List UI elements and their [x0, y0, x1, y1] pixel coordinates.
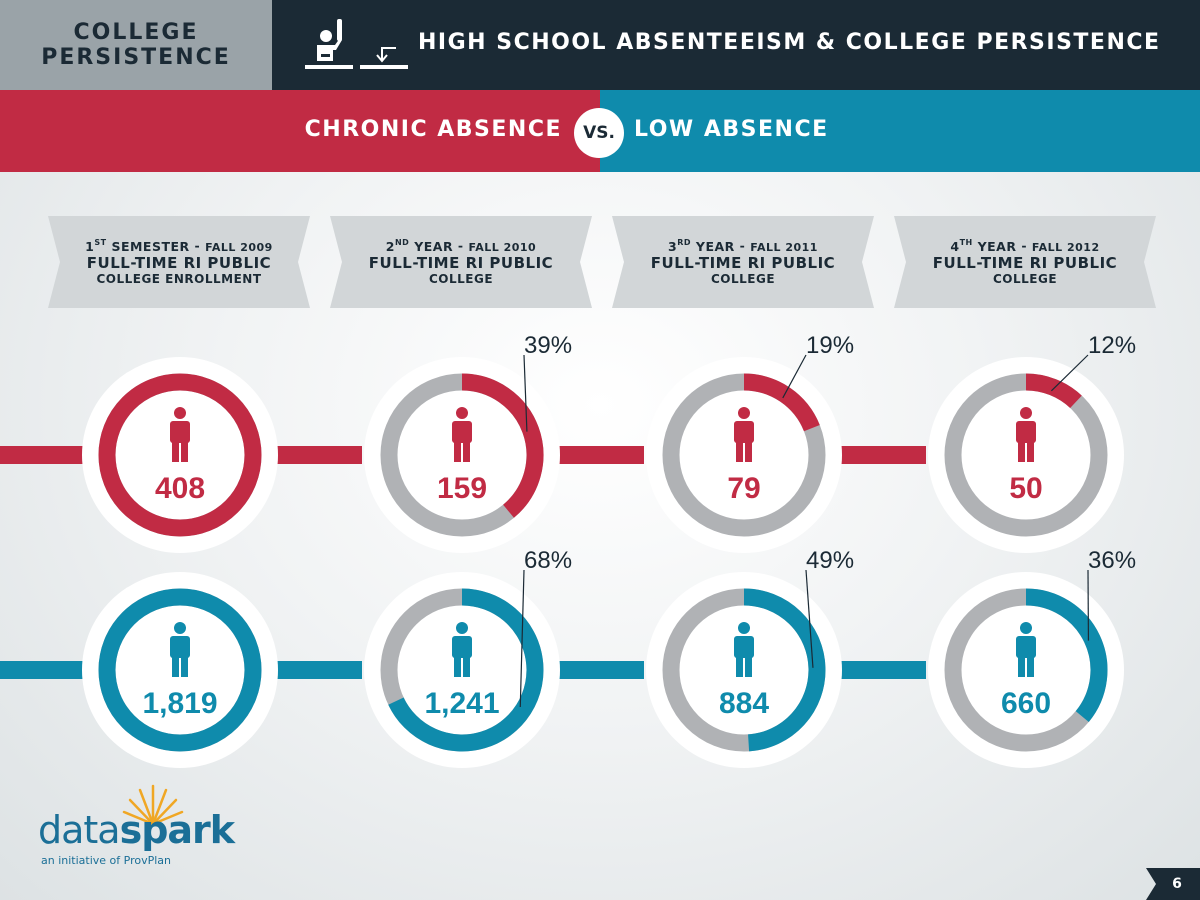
comparison-bar: CHRONIC ABSENCE VS. LOW ABSENCE	[0, 90, 1200, 172]
stage-name: YEAR	[414, 238, 454, 254]
count-label: 408	[155, 472, 205, 505]
person-icon	[452, 407, 472, 462]
logo-tagline: an initiative of ProvPlan	[41, 854, 172, 867]
chronic-absence-band	[0, 90, 600, 172]
donut-segment	[1025, 588, 1108, 722]
donut-segment	[461, 373, 544, 518]
person-icon	[170, 407, 190, 462]
count-label: 660	[1001, 687, 1051, 720]
callout-leader	[782, 354, 807, 399]
section-label-line2: PERSISTENCE	[41, 45, 231, 70]
connector-bar	[840, 661, 926, 679]
stage-ordinal: 2	[385, 238, 395, 254]
stage-ordinal-suffix: TH	[959, 238, 973, 248]
vs-badge: VS.	[574, 108, 624, 158]
stage-line3: COLLEGE ENROLLMENT	[96, 271, 262, 286]
stage-name: YEAR	[977, 238, 1017, 254]
count-label: 50	[1009, 472, 1042, 505]
person-icon	[1016, 407, 1036, 462]
donut-segment	[388, 588, 544, 752]
stage-banner-4: 4TH YEAR - FALL 2012 FULL-TIME RI PUBLIC…	[894, 216, 1156, 308]
logo-word-light: data	[38, 808, 121, 852]
stage-name: SEMESTER	[111, 238, 190, 254]
stage-ordinal-suffix: ST	[94, 238, 107, 248]
percent-label: 39%	[524, 332, 572, 359]
stage-line3: COLLEGE	[428, 271, 494, 286]
donut-segment	[98, 373, 262, 537]
person-icon	[1016, 622, 1036, 677]
logo-word-bold: spark	[119, 808, 235, 852]
stage-line2: FULL-TIME RI PUBLIC	[650, 253, 836, 272]
top-bar: COLLEGE PERSISTENCE HIGH SCHOOL ABSENTEE…	[0, 0, 1200, 90]
stage-banner-3: 3RD YEAR - FALL 2011 FULL-TIME RI PUBLIC…	[612, 216, 874, 308]
stage-line2: FULL-TIME RI PUBLIC	[86, 253, 272, 272]
person-icon	[452, 622, 472, 677]
connector-bar	[840, 446, 926, 464]
page-title: HIGH SCHOOL ABSENTEEISM & COLLEGE PERSIS…	[418, 30, 1161, 55]
connector-bar	[558, 661, 644, 679]
percent-label: 49%	[806, 547, 854, 574]
count-label: 79	[727, 472, 760, 505]
stage-banner-1: 1ST SEMESTER - FALL 2009 FULL-TIME RI PU…	[48, 216, 310, 308]
raised-hand-student-icon	[305, 19, 408, 69]
count-label: 1,241	[424, 687, 499, 720]
callout-leader	[805, 569, 814, 668]
stage-line3: COLLEGE	[992, 271, 1058, 286]
connector-bar	[276, 446, 362, 464]
donut-segment	[98, 588, 262, 752]
connector-bar	[0, 661, 92, 679]
stage-line2: FULL-TIME RI PUBLIC	[932, 253, 1118, 272]
donut-segment	[1025, 373, 1082, 409]
section-label-line1: COLLEGE	[73, 20, 199, 45]
low-absence-band	[600, 90, 1200, 172]
spark-burst-icon	[122, 784, 184, 826]
person-icon	[734, 622, 754, 677]
stage-term: FALL 2009	[205, 240, 273, 254]
percent-label: 68%	[524, 547, 572, 574]
chronic-absence-label: CHRONIC ABSENCE	[304, 117, 562, 142]
stage-term: FALL 2010	[468, 240, 537, 254]
stage-line2: FULL-TIME RI PUBLIC	[368, 253, 554, 272]
person-icon	[170, 622, 190, 677]
stage-name: YEAR	[695, 238, 735, 254]
connector-bar	[0, 446, 92, 464]
section-label: COLLEGE PERSISTENCE	[0, 0, 272, 90]
callout-leader	[519, 569, 525, 707]
stage-ordinal-suffix: ND	[394, 238, 410, 248]
percent-label: 12%	[1088, 332, 1136, 359]
percent-label: 36%	[1088, 547, 1136, 574]
stage-term: FALL 2012	[1031, 240, 1100, 254]
connector-bar	[558, 446, 644, 464]
count-label: 159	[437, 472, 487, 505]
donut-segment	[743, 588, 826, 752]
stage-line3: COLLEGE	[710, 271, 776, 286]
count-label: 1,819	[142, 687, 217, 720]
stage-ordinal: 1	[85, 238, 95, 254]
stage-banner-2: 2ND YEAR - FALL 2010 FULL-TIME RI PUBLIC…	[330, 216, 592, 308]
count-label: 884	[719, 687, 769, 720]
logo-wordmark: dataspark	[38, 808, 235, 852]
person-icon	[734, 407, 754, 462]
callout-leader	[523, 354, 528, 432]
stage-ordinal-suffix: RD	[677, 238, 692, 248]
connector-bar	[276, 661, 362, 679]
dataspark-logo: dataspark an initiative of ProvPlan	[38, 780, 235, 870]
stage-ordinal: 3	[668, 238, 678, 254]
percent-label: 19%	[806, 332, 854, 359]
stage-ordinal: 4	[950, 238, 960, 254]
stage-term: FALL 2011	[750, 240, 818, 254]
callout-leader	[1050, 354, 1089, 392]
low-absence-label: LOW ABSENCE	[634, 117, 829, 142]
